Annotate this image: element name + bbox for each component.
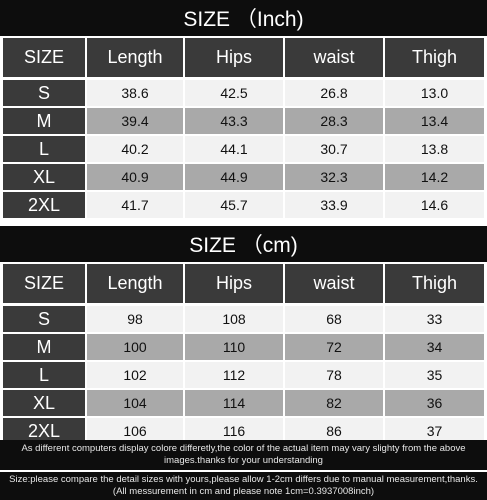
value-cell: 112 — [185, 362, 283, 388]
value-cell: 35 — [385, 362, 484, 388]
size-cell: 2XL — [3, 418, 85, 444]
value-cell: 34 — [385, 334, 484, 360]
value-cell: 32.3 — [285, 164, 383, 190]
value-cell: 40.2 — [87, 136, 183, 162]
value-cell: 39.4 — [87, 108, 183, 134]
value-cell: 40.9 — [87, 164, 183, 190]
value-cell: 14.2 — [385, 164, 484, 190]
header-cell: Hips — [185, 264, 283, 303]
value-cell: 44.1 — [185, 136, 283, 162]
value-cell: 37 — [385, 418, 484, 444]
size-cell: 2XL — [3, 192, 85, 218]
size-cell: S — [3, 306, 85, 332]
header-cell: waist — [285, 38, 383, 77]
value-cell: 114 — [185, 390, 283, 416]
value-cell: 13.4 — [385, 108, 484, 134]
value-cell: 116 — [185, 418, 283, 444]
value-cell: 42.5 — [185, 80, 283, 106]
header-cell: Hips — [185, 38, 283, 77]
value-cell: 100 — [87, 334, 183, 360]
size-cell: L — [3, 362, 85, 388]
value-cell: 45.7 — [185, 192, 283, 218]
value-cell: 82 — [285, 390, 383, 416]
value-cell: 33.9 — [285, 192, 383, 218]
table-title: SIZE （cm) — [0, 226, 487, 262]
size-cell: M — [3, 108, 85, 134]
table-title: SIZE （Inch) — [0, 0, 487, 36]
value-cell: 86 — [285, 418, 383, 444]
value-cell: 106 — [87, 418, 183, 444]
value-cell: 102 — [87, 362, 183, 388]
header-cell: Length — [87, 38, 183, 77]
value-cell: 13.8 — [385, 136, 484, 162]
value-cell: 104 — [87, 390, 183, 416]
value-cell: 98 — [87, 306, 183, 332]
value-cell: 14.6 — [385, 192, 484, 218]
header-cell: Thigh — [385, 38, 484, 77]
value-cell: 36 — [385, 390, 484, 416]
size-cell: M — [3, 334, 85, 360]
size-cell: XL — [3, 164, 85, 190]
value-cell: 41.7 — [87, 192, 183, 218]
value-cell: 28.3 — [285, 108, 383, 134]
value-cell: 30.7 — [285, 136, 383, 162]
value-cell: 78 — [285, 362, 383, 388]
header-cell: waist — [285, 264, 383, 303]
value-cell: 108 — [185, 306, 283, 332]
header-cell: Length — [87, 264, 183, 303]
value-cell: 33 — [385, 306, 484, 332]
value-cell: 38.6 — [87, 80, 183, 106]
size-cell: XL — [3, 390, 85, 416]
value-cell: 44.9 — [185, 164, 283, 190]
value-cell: 13.0 — [385, 80, 484, 106]
size-cell: L — [3, 136, 85, 162]
header-cell: SIZE — [3, 38, 85, 77]
header-cell: Thigh — [385, 264, 484, 303]
value-cell: 110 — [185, 334, 283, 360]
note: As different computers display colore di… — [0, 440, 487, 470]
note: Size:please compare the detail sizes wit… — [0, 472, 487, 500]
value-cell: 68 — [285, 306, 383, 332]
value-cell: 26.8 — [285, 80, 383, 106]
header-cell: SIZE — [3, 264, 85, 303]
size-cell: S — [3, 80, 85, 106]
value-cell: 43.3 — [185, 108, 283, 134]
value-cell: 72 — [285, 334, 383, 360]
